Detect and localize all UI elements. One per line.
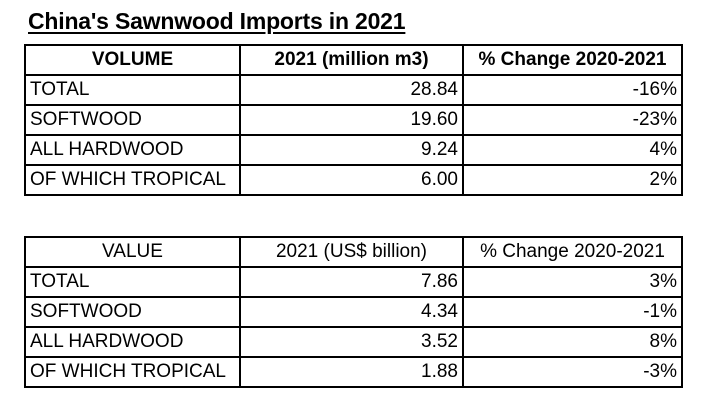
- table-row: SOFTWOOD 4.34 -1%: [24, 296, 683, 328]
- row-label: SOFTWOOD: [24, 296, 241, 328]
- header-volume-2021: 2021 (million m3): [239, 44, 464, 76]
- row-value: 19.60: [239, 104, 464, 136]
- row-change: 3%: [462, 266, 683, 298]
- row-label: SOFTWOOD: [24, 104, 241, 136]
- row-label: TOTAL: [24, 74, 241, 106]
- row-value: 9.24: [239, 134, 464, 166]
- row-change: 8%: [462, 326, 683, 358]
- row-label: ALL HARDWOOD: [24, 134, 241, 166]
- page-title: China's Sawnwood Imports in 2021: [28, 8, 406, 34]
- row-label: TOTAL: [24, 266, 241, 298]
- row-value: 28.84: [239, 74, 464, 106]
- table-row: OF WHICH TROPICAL 6.00 2%: [24, 164, 683, 196]
- volume-table: VOLUME 2021 (million m3) % Change 2020-2…: [24, 44, 683, 196]
- row-label: ALL HARDWOOD: [24, 326, 241, 358]
- table-row: ALL HARDWOOD 9.24 4%: [24, 134, 683, 166]
- row-label: OF WHICH TROPICAL: [24, 356, 241, 388]
- table-row: SOFTWOOD 19.60 -23%: [24, 104, 683, 136]
- row-value: 3.52: [239, 326, 464, 358]
- header-volume: VOLUME: [24, 44, 241, 76]
- row-change: -1%: [462, 296, 683, 328]
- header-volume-change: % Change 2020-2021: [462, 44, 683, 76]
- table-header-row: VALUE 2021 (US$ billion) % Change 2020-2…: [24, 236, 683, 268]
- row-change: -16%: [462, 74, 683, 106]
- table-header-row: VOLUME 2021 (million m3) % Change 2020-2…: [24, 44, 683, 76]
- row-change: -23%: [462, 104, 683, 136]
- header-value-change: % Change 2020-2021: [462, 236, 683, 268]
- header-value-2021: 2021 (US$ billion): [239, 236, 464, 268]
- row-change: 4%: [462, 134, 683, 166]
- row-value: 6.00: [239, 164, 464, 196]
- row-label: OF WHICH TROPICAL: [24, 164, 241, 196]
- row-value: 1.88: [239, 356, 464, 388]
- row-value: 4.34: [239, 296, 464, 328]
- table-row: ALL HARDWOOD 3.52 8%: [24, 326, 683, 358]
- value-table: VALUE 2021 (US$ billion) % Change 2020-2…: [24, 236, 683, 388]
- row-value: 7.86: [239, 266, 464, 298]
- row-change: -3%: [462, 356, 683, 388]
- row-change: 2%: [462, 164, 683, 196]
- table-row: TOTAL 7.86 3%: [24, 266, 683, 298]
- table-row: OF WHICH TROPICAL 1.88 -3%: [24, 356, 683, 388]
- table-row: TOTAL 28.84 -16%: [24, 74, 683, 106]
- header-value: VALUE: [24, 236, 241, 268]
